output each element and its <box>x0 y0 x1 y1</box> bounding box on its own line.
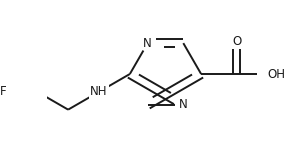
Text: N: N <box>143 37 152 50</box>
Text: NH: NH <box>90 85 108 98</box>
Text: F: F <box>0 85 7 98</box>
Text: OH: OH <box>267 67 285 81</box>
Text: N: N <box>179 98 188 111</box>
Text: O: O <box>232 35 241 48</box>
